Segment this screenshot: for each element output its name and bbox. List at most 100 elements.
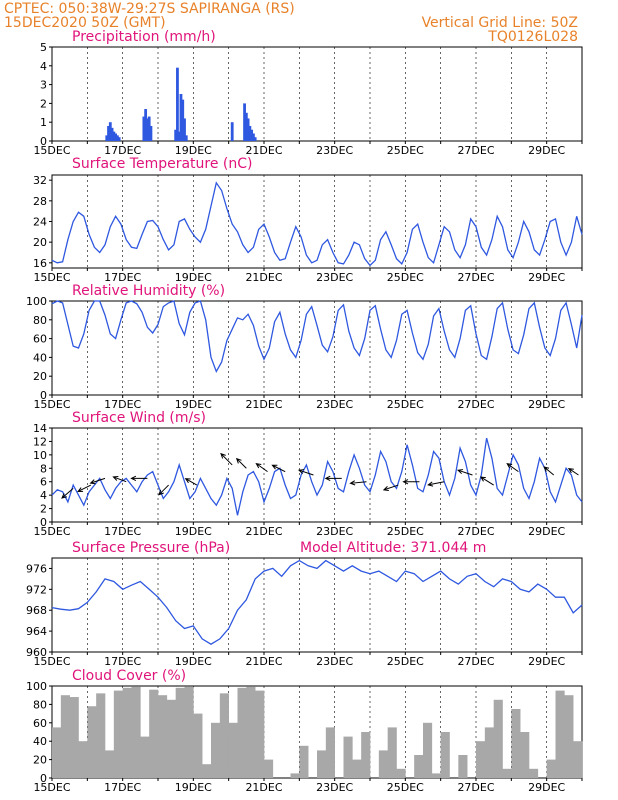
pres-x-tick-label: 29DEC — [528, 655, 565, 668]
wind-direction-arrow — [382, 484, 399, 492]
cloud-y-tick-label: 60 — [33, 717, 47, 730]
precipitation-title: Precipitation (mm/h) — [72, 29, 216, 45]
pressure-title: Surface Pressure (hPa) — [72, 540, 230, 556]
cloud-y-tick-label: 0 — [40, 772, 47, 785]
cloud-cover-bar — [529, 768, 539, 778]
wind-series-line — [51, 437, 583, 516]
wind-direction-arrow — [235, 457, 247, 469]
cloud-cover-bar — [414, 755, 424, 778]
cloud-cover-bar — [131, 686, 141, 778]
wind-direction-arrow — [112, 475, 127, 483]
cloud-cover-bar — [184, 686, 194, 778]
wind-y-tick-label: 0 — [40, 516, 47, 529]
wind-x-tick-label: 17DEC — [104, 525, 141, 538]
wind-plot-frame — [51, 427, 583, 523]
precip-x-tick-label: 23DEC — [316, 144, 353, 157]
cloud-x-tick-label: 15DEC — [33, 781, 70, 794]
precip-x-tick-label: 29DEC — [528, 144, 565, 157]
precip-bar — [250, 129, 254, 141]
cloud-cover-bar — [158, 695, 168, 778]
cloud-cover-bar — [343, 736, 353, 778]
wind-y-tick-label: 12 — [33, 435, 47, 448]
cloud-cover-bar — [202, 764, 212, 778]
pressure-panel: Surface Pressure (hPa) Model Altitude: 3… — [26, 540, 583, 668]
wind-direction-arrow — [220, 452, 233, 466]
wind-direction-arrow — [479, 476, 494, 486]
pres-x-tick-label: 19DEC — [175, 655, 212, 668]
pres-x-tick-label: 25DEC — [387, 655, 424, 668]
wind-direction-arrow — [567, 467, 579, 476]
wind-direction-arrow — [184, 478, 198, 486]
cloud-y-tick-label: 20 — [33, 754, 47, 767]
rh-x-tick-label: 25DEC — [387, 398, 424, 411]
wind-title: Surface Wind (m/s) — [72, 410, 206, 426]
cloud-cover-bar — [105, 750, 115, 778]
cloud-cover-bar — [149, 689, 159, 778]
cloud-cover-bar — [140, 736, 150, 778]
cloud-cover-bar — [166, 699, 176, 778]
rh-x-tick-label: 29DEC — [528, 398, 565, 411]
rh-x-tick-label: 23DEC — [316, 398, 353, 411]
wind-direction-arrow — [324, 475, 342, 481]
rh-y-tick-label: 100 — [26, 295, 47, 308]
cloud-cover-bar — [96, 693, 106, 778]
precip-bar — [181, 99, 185, 141]
precip-x-tick-label: 19DEC — [175, 144, 212, 157]
wind-direction-arrow — [427, 481, 445, 487]
precip-x-tick-label: 17DEC — [104, 144, 141, 157]
temperature-title: Surface Temperature (nC) — [72, 156, 253, 172]
rh-series-line — [51, 300, 583, 374]
cloud-cover-bar — [484, 727, 494, 778]
cloud-cover-bar — [387, 727, 397, 778]
precip-y-tick-label: 1 — [40, 116, 47, 129]
wind-y-tick-label: 14 — [33, 422, 47, 435]
precip-bar — [253, 137, 257, 141]
temperature-panel: Surface Temperature (nC) 15DEC 17DEC 19DEC… — [33, 156, 583, 284]
cloud-cover-bar — [264, 759, 274, 778]
pres-plot-frame — [51, 557, 583, 653]
precip-bar — [147, 116, 151, 141]
precip-bar — [112, 131, 116, 141]
rh-plot-frame — [51, 300, 583, 396]
precip-bar — [174, 129, 178, 141]
header-run-time: 15DEC2020 50Z (GMT) — [4, 15, 166, 31]
pres-x-tick-label: 17DEC — [104, 655, 141, 668]
temp-x-tick-label: 27DEC — [457, 271, 494, 284]
wind-x-tick-label: 21DEC — [245, 525, 282, 538]
cloud-cover-bar — [440, 732, 450, 778]
precip-bar — [144, 109, 148, 141]
cloud-cover-bar — [423, 722, 433, 778]
wind-y-tick-label: 6 — [40, 476, 47, 489]
header-run-code: TQ0126L028 — [487, 29, 578, 45]
temp-x-tick-label: 19DEC — [175, 271, 212, 284]
temp-x-tick-label: 17DEC — [104, 271, 141, 284]
cloud-cover-bar — [60, 695, 70, 778]
wind-direction-arrow — [77, 484, 92, 492]
pres-x-tick-label: 23DEC — [316, 655, 353, 668]
cloud-cover-bar — [52, 727, 62, 778]
cloud-cover-bar — [361, 732, 371, 778]
temp-x-tick-label: 25DEC — [387, 271, 424, 284]
rh-x-tick-label: 19DEC — [175, 398, 212, 411]
precip-bar — [252, 133, 255, 141]
precip-bar — [177, 131, 181, 141]
cloud-cover-bar — [555, 690, 565, 778]
rh-y-tick-label: 60 — [33, 333, 47, 346]
precip-y-tick-label: 0 — [40, 135, 47, 148]
humidity-title: Relative Humidity (%) — [72, 283, 225, 299]
precip-y-tick-label: 4 — [40, 60, 47, 73]
cloud-cover-bar — [78, 741, 88, 778]
header-grid-note: Vertical Grid Line: 50Z — [422, 15, 578, 31]
cloud-cover-bar — [122, 687, 132, 778]
wind-direction-arrow — [130, 475, 148, 481]
wind-x-tick-label: 25DEC — [387, 525, 424, 538]
cloud-cover-bar — [255, 690, 265, 778]
wind-direction-arrow — [349, 480, 367, 486]
precip-y-tick-label: 3 — [40, 79, 47, 92]
cloud-cover-bar — [246, 686, 256, 778]
cloud-cover-bar — [511, 709, 521, 778]
cloud-x-tick-label: 17DEC — [104, 781, 141, 794]
rh-y-tick-label: 80 — [33, 314, 47, 327]
cloud-cover-bar — [299, 745, 309, 778]
pres-y-tick-label: 968 — [26, 604, 47, 617]
